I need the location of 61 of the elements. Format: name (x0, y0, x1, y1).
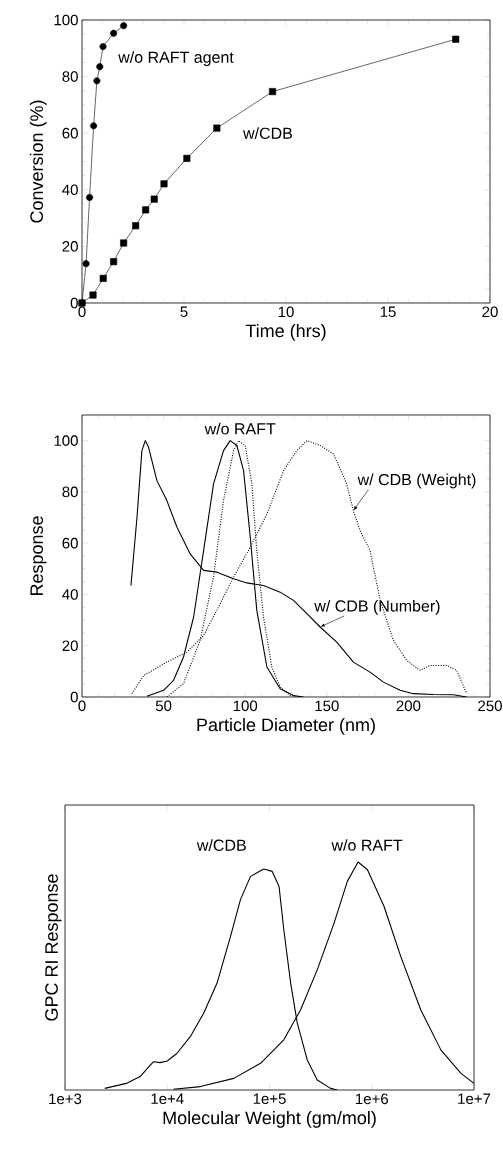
point (150, 195, 158, 203)
x-tick-label: 50 (155, 700, 172, 712)
y-tick-label: 60 (62, 127, 78, 139)
point (120, 239, 128, 247)
y-tick-label: 60 (62, 537, 78, 549)
y-tick-label: 40 (62, 184, 78, 196)
point (82, 260, 90, 268)
x-tick-label: 0 (78, 306, 86, 318)
y-tick-label: 20 (62, 241, 78, 252)
point (99, 274, 107, 282)
y-tick-label: 40 (62, 589, 78, 600)
x-tick-label: 15 (380, 306, 396, 317)
y-tick-label: 80 (62, 486, 78, 498)
y-axis-title: GPC RI Response (45, 874, 62, 1021)
y-axis-title: Conversion (%) (29, 100, 47, 223)
point (183, 154, 191, 162)
x-tick-label: 5 (180, 306, 188, 317)
point (120, 22, 128, 30)
x-tick-label: 1e+5 (253, 1093, 286, 1104)
point (110, 29, 118, 37)
point (99, 43, 107, 51)
series-label: w/CDB (196, 839, 246, 851)
x-axis-title: Time (hrs) (245, 324, 326, 341)
y-tick-label: 100 (54, 14, 78, 26)
point (160, 180, 168, 188)
x-tick-label: 1e+4 (151, 1093, 184, 1104)
x-tick-label: 0 (78, 700, 86, 712)
point (96, 63, 104, 71)
x-axis-title: Particle Diameter (nm) (197, 718, 375, 735)
y-tick-label: 0 (70, 297, 78, 309)
x-tick-label: 250 (478, 700, 502, 712)
x-axis-title: Molecular Weight (gm/mol) (163, 1111, 376, 1128)
y-axis-title: Response (30, 516, 47, 596)
x-tick-label: 200 (396, 700, 421, 712)
y-tick-label: 0 (70, 691, 78, 703)
y-tick-label: 80 (62, 71, 78, 82)
x-tick-label: 100 (233, 700, 258, 712)
point (452, 35, 460, 43)
x-tick-label: 150 (315, 700, 339, 712)
y-tick-label: 20 (62, 640, 78, 652)
point (142, 206, 150, 214)
series-label: w/o RAFT (331, 839, 403, 851)
point (269, 88, 277, 96)
series-label: w/ CDB (Weight) (357, 473, 476, 489)
point (93, 77, 101, 85)
point (110, 258, 118, 266)
series-label: w/CDB (243, 127, 292, 139)
x-tick-label: 10 (278, 306, 294, 318)
x-tick-label: 20 (482, 306, 498, 318)
series-label: w/o RAFT agent (118, 51, 234, 67)
point (213, 124, 221, 132)
x-tick-label: 1e+7 (458, 1093, 491, 1104)
y-tick-label: 100 (54, 435, 78, 446)
point (90, 122, 98, 130)
series-label: w/ CDB (Number) (314, 599, 440, 615)
point (132, 222, 140, 230)
point (89, 291, 97, 299)
point (86, 193, 94, 201)
series-label: w/o RAFT (204, 422, 276, 435)
x-tick-label: 1e+6 (356, 1093, 388, 1105)
x-tick-label: 1e+3 (49, 1093, 82, 1105)
